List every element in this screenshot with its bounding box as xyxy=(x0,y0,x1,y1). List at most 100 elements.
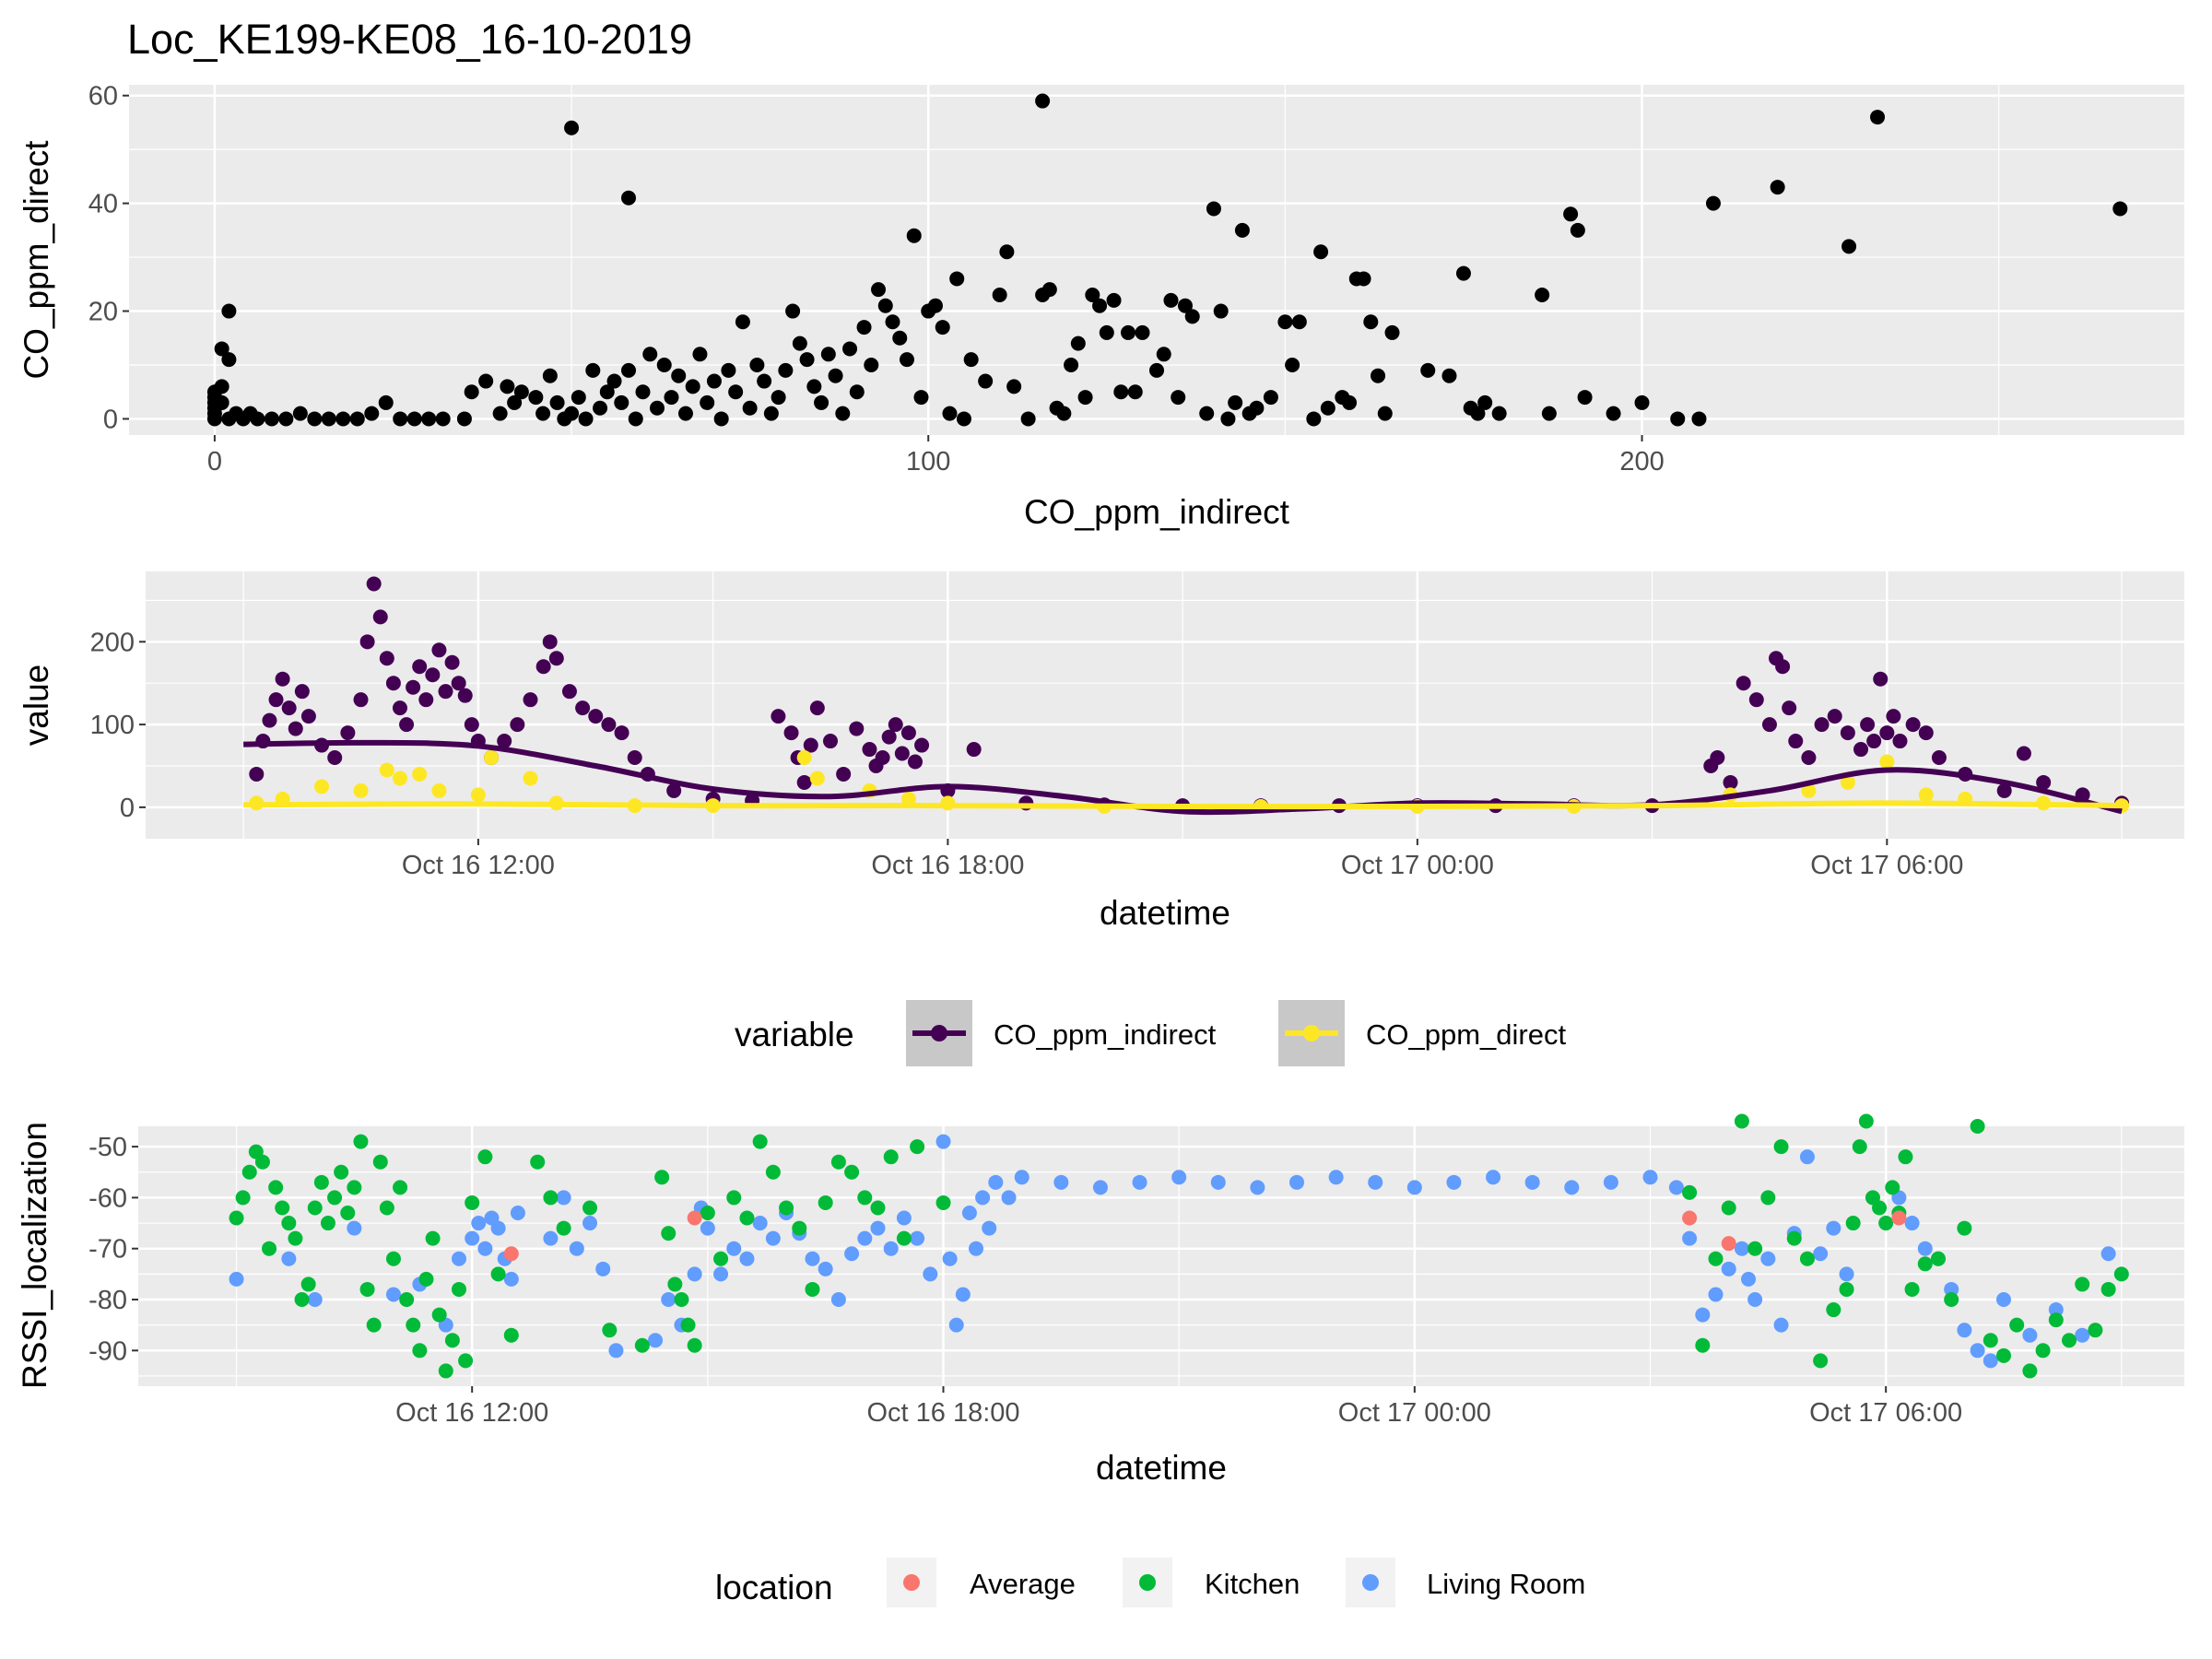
co-indirect-point xyxy=(1782,700,1797,716)
rssi-living-room-point xyxy=(1983,1353,1998,1369)
co-scatter-point xyxy=(1199,406,1215,421)
co-scatter-point xyxy=(528,390,544,406)
co-scatter-point xyxy=(264,411,279,427)
co-direct-point xyxy=(412,766,428,782)
rssi-living-room-point xyxy=(935,1134,951,1149)
rssi-average-point xyxy=(1682,1210,1698,1226)
rssi-kitchen-point xyxy=(726,1190,742,1206)
co-indirect-point xyxy=(359,634,375,650)
co-scatter-point xyxy=(599,384,615,400)
co-scatter-point xyxy=(792,335,807,351)
panel3-y-tick-label: -60 xyxy=(88,1183,127,1213)
co-scatter-point xyxy=(1291,314,1307,330)
legend-item-co-indirect: CO_ppm_indirect xyxy=(906,1000,1217,1066)
rssi-living-room-point xyxy=(1250,1180,1265,1195)
co-indirect-point xyxy=(392,700,407,716)
co-indirect-point xyxy=(1853,742,1869,758)
rssi-kitchen-point xyxy=(288,1230,303,1246)
legend-dot-kitchen xyxy=(1139,1574,1156,1591)
co-scatter-point xyxy=(899,352,914,368)
co-scatter-point xyxy=(564,120,580,135)
co-scatter-point xyxy=(1770,180,1785,195)
co-scatter-point xyxy=(649,400,665,416)
rssi-kitchen-point xyxy=(393,1180,408,1195)
co-direct-point xyxy=(1879,754,1895,770)
co-scatter-point xyxy=(1277,314,1293,330)
rssi-living-room-point xyxy=(1741,1271,1757,1287)
co-scatter-point xyxy=(378,394,394,410)
rssi-kitchen-point xyxy=(870,1200,886,1216)
rssi-living-room-point xyxy=(818,1261,833,1277)
panel2-smooth-lines xyxy=(243,739,2123,816)
rssi-kitchen-point xyxy=(275,1200,290,1216)
rssi-living-room-point xyxy=(713,1266,729,1282)
co-indirect-point xyxy=(894,746,910,761)
rssi-kitchen-point xyxy=(1826,1302,1841,1318)
co-indirect-point xyxy=(262,712,277,728)
co-direct-point xyxy=(470,787,486,803)
co-indirect-point xyxy=(588,709,604,724)
legend-label-kitchen: Kitchen xyxy=(1205,1568,1300,1600)
legend-dot-average xyxy=(903,1574,920,1591)
panel3-y-axis-title: RSSI_localization xyxy=(16,1122,53,1389)
rssi-kitchen-point xyxy=(503,1327,519,1343)
co-scatter-point xyxy=(1441,368,1457,383)
rssi-living-room-point xyxy=(961,1206,977,1220)
rssi-kitchen-point xyxy=(327,1190,343,1206)
rssi-average-point xyxy=(687,1210,702,1226)
co-scatter-point xyxy=(535,406,551,421)
rssi-living-room-point xyxy=(582,1216,598,1231)
co-indirect-point xyxy=(1710,750,1725,766)
co-scatter-point xyxy=(1020,411,1036,427)
rssi-living-room-point xyxy=(2048,1302,2064,1318)
co-scatter-point xyxy=(1691,411,1707,427)
co-indirect-point xyxy=(535,659,551,675)
rssi-kitchen-point xyxy=(1747,1241,1763,1256)
co-indirect-point xyxy=(1723,774,1738,790)
co-scatter-point xyxy=(1064,358,1079,372)
rssi-kitchen-point xyxy=(752,1134,768,1149)
rssi-kitchen-point xyxy=(379,1200,394,1216)
panel3-x-tick-label: Oct 17 00:00 xyxy=(1338,1398,1491,1428)
co-indirect-point xyxy=(340,725,356,741)
rssi-living-room-point xyxy=(870,1220,886,1236)
co-scatter-point xyxy=(700,394,715,410)
co-scatter-point xyxy=(1363,314,1379,330)
co-scatter-point xyxy=(949,271,965,287)
rssi-kitchen-point xyxy=(412,1343,428,1359)
rssi-living-room-point xyxy=(1957,1323,1972,1338)
rssi-kitchen-point xyxy=(1786,1230,1802,1246)
co-scatter-point xyxy=(492,406,508,421)
rssi-kitchen-point xyxy=(1983,1333,1998,1348)
co-indirect-point xyxy=(457,688,473,703)
rssi-kitchen-point xyxy=(254,1154,270,1170)
co-direct-point xyxy=(900,791,916,806)
rssi-kitchen-point xyxy=(700,1206,715,1220)
co-scatter-point xyxy=(278,411,294,427)
rssi-kitchen-point xyxy=(818,1194,833,1210)
co-indirect-point xyxy=(1761,717,1777,733)
panel3-y-ticks: -50 -60 -70 -80 -90 xyxy=(88,1133,138,1366)
co-indirect-point xyxy=(907,754,923,770)
rssi-living-room-point xyxy=(465,1230,480,1246)
rssi-living-room-point xyxy=(883,1241,899,1256)
co-scatter-point xyxy=(814,394,830,410)
rssi-living-room-point xyxy=(1328,1170,1344,1185)
co-indirect-point xyxy=(523,692,538,708)
co-scatter-point xyxy=(1420,362,1436,378)
legend-label-living-room: Living Room xyxy=(1427,1568,1585,1600)
rssi-living-room-point xyxy=(969,1241,984,1256)
rssi-kitchen-point xyxy=(313,1174,329,1190)
rssi-living-room-point xyxy=(2075,1327,2090,1343)
rssi-kitchen-point xyxy=(1930,1251,1946,1266)
rssi-kitchen-point xyxy=(2113,1266,2129,1282)
rssi-kitchen-point xyxy=(1852,1139,1867,1155)
rssi-living-room-point xyxy=(1760,1251,1776,1266)
co-direct-point xyxy=(431,782,447,798)
co-indirect-point xyxy=(399,717,415,733)
rssi-kitchen-point xyxy=(444,1333,460,1348)
panel2-x-tick-label: Oct 17 06:00 xyxy=(1810,851,1963,880)
co-scatter-point xyxy=(214,379,229,394)
legend-dot-living-room xyxy=(1362,1574,1379,1591)
panel3-background xyxy=(138,1126,2184,1386)
